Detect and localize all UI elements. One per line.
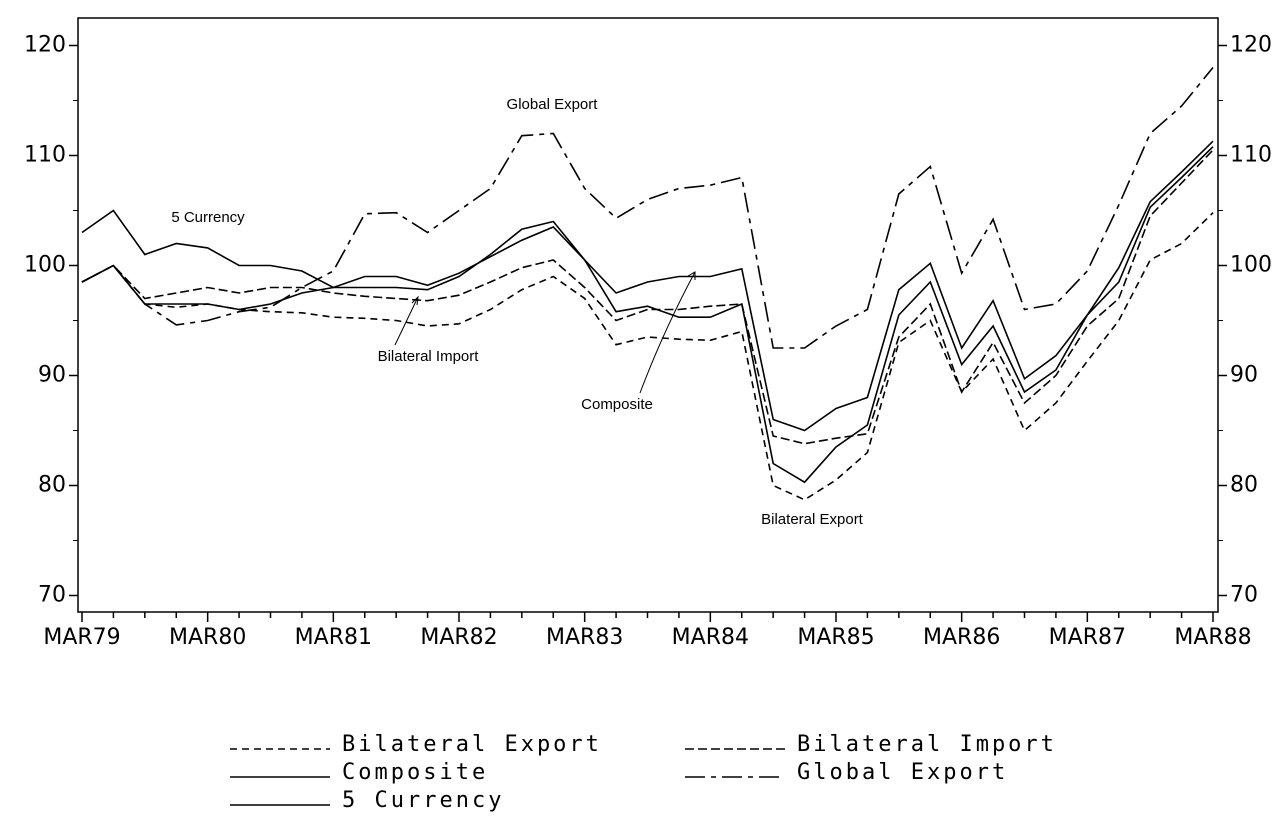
annotation-arrow [639, 271, 696, 394]
y-tick-label: 90 [38, 363, 66, 388]
y2-tick-label: 70 [1230, 583, 1258, 608]
series-line [81, 66, 1214, 349]
y2-tick-label: 80 [1230, 473, 1258, 498]
x-tick-label: MAR86 [923, 625, 1000, 650]
series-line [81, 140, 1214, 432]
annotation: Bilateral Import [378, 348, 480, 365]
x-tick-label: MAR87 [1049, 625, 1126, 650]
legend-label: Bilateral Export [342, 732, 602, 757]
x-tick-label: MAR79 [43, 625, 120, 650]
legend-label: Global Export [797, 760, 1008, 785]
x-tick-label: MAR80 [169, 625, 246, 650]
x-tick-label: MAR84 [672, 625, 749, 650]
legend-label: 5 Currency [342, 788, 504, 813]
y-tick-label: 110 [24, 143, 66, 168]
y2-tick-label: 110 [1230, 143, 1272, 168]
y2-tick-label: 100 [1230, 253, 1272, 278]
annotation: 5 Currency [171, 209, 245, 226]
annotation-arrow [394, 295, 419, 346]
series-line [81, 149, 1214, 445]
annotation: Composite [581, 396, 653, 413]
x-tick-label: MAR88 [1174, 625, 1251, 650]
x-tick-label: MAR85 [797, 625, 874, 650]
legend-label: Composite [342, 760, 488, 785]
y-tick-label: 120 [24, 33, 66, 58]
y-tick-label: 80 [38, 473, 66, 498]
series-line [81, 146, 1214, 484]
x-tick-label: MAR81 [295, 625, 372, 650]
x-tick-label: MAR83 [546, 625, 623, 650]
annotation: Global Export [507, 96, 599, 113]
series-line [81, 212, 1214, 501]
x-tick-label: MAR82 [420, 625, 497, 650]
y-tick-label: 70 [38, 583, 66, 608]
plot-frame [77, 17, 1219, 613]
annotation: Bilateral Export [761, 511, 864, 528]
legend-label: Bilateral Import [797, 732, 1057, 757]
y2-tick-label: 120 [1230, 33, 1272, 58]
y2-tick-label: 90 [1230, 363, 1258, 388]
y-tick-label: 100 [24, 253, 66, 278]
